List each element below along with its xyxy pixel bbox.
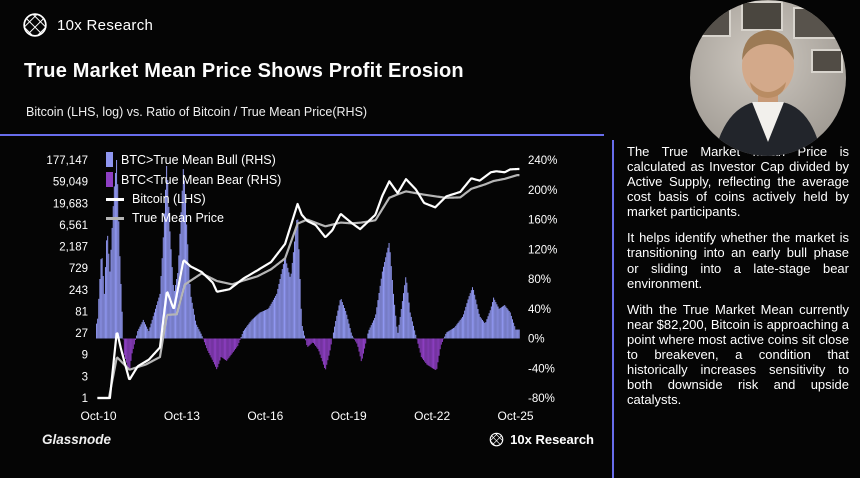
panel-divider-line <box>612 140 614 478</box>
commentary-panel: The True Market Mean Price is calculated… <box>627 144 849 418</box>
right-axis-tick: 240% <box>528 155 557 167</box>
x-axis-tick: Oct-19 <box>331 409 367 423</box>
10x-research-logo-icon <box>23 13 47 37</box>
x-axis-tick: Oct-10 <box>80 409 116 423</box>
right-axis-tick: 200% <box>528 185 557 197</box>
left-axis-tick: 177,147 <box>46 155 88 167</box>
x-axis-tick: Oct-13 <box>164 409 200 423</box>
data-source-label: Glassnode <box>42 432 112 447</box>
left-axis-tick: 59,049 <box>53 177 88 189</box>
x-axis-tick: Oct-25 <box>498 409 534 423</box>
title-divider-line <box>0 134 604 136</box>
page-subtitle: Bitcoin (LHS, log) vs. Ratio of Bitcoin … <box>26 105 368 119</box>
x-axis-tick: Oct-22 <box>414 409 450 423</box>
left-axis-tick: 2,187 <box>59 242 88 254</box>
x-axis-tick: Oct-16 <box>247 409 283 423</box>
bitcoin-price-line <box>97 167 520 400</box>
right-axis-tick: 40% <box>528 304 551 316</box>
brand-header: 10x Research <box>22 12 153 38</box>
left-axis-tick: 81 <box>75 306 88 318</box>
footer-brand: 10x Research <box>489 432 594 447</box>
left-axis-tick: 1 <box>82 393 88 405</box>
10x-research-logo-icon <box>489 432 504 447</box>
commentary-paragraph-1: The True Market Mean Price is calculated… <box>627 144 849 220</box>
left-axis-tick: 9 <box>82 350 88 362</box>
price-ratio-chart: 177,147 59,049 19,683 6,561 2,187 729 243 81 27 9… <box>46 155 557 423</box>
right-axis-tick: -40% <box>528 363 555 375</box>
commentary-paragraph-3: With the True Market Mean currently near… <box>627 301 849 408</box>
left-axis-tick: 729 <box>69 263 88 275</box>
left-axis-tick: 19,683 <box>53 198 88 210</box>
webcam-video <box>690 0 846 156</box>
chart-area: 177,147 59,049 19,683 6,561 2,187 729 243 81 27 9… <box>22 146 600 447</box>
true-mean-price-line <box>97 174 520 400</box>
presenter-portrait <box>690 0 846 156</box>
left-axis-tick: 3 <box>82 371 88 383</box>
footer-brand-name: 10x Research <box>510 432 594 447</box>
brand-name: 10x Research <box>57 16 154 34</box>
commentary-paragraph-2: It helps identify whether the market is … <box>627 230 849 291</box>
right-axis-tick: 80% <box>528 274 551 286</box>
right-axis-tick: 120% <box>528 244 557 256</box>
ratio-bars <box>96 160 520 371</box>
chart-footer: Glassnode 10x Research <box>22 430 600 447</box>
left-axis-tick: 27 <box>75 328 88 340</box>
right-axis-tick: 0% <box>528 334 545 346</box>
right-axis-tick: 160% <box>528 215 557 227</box>
right-axis-tick: -80% <box>528 393 555 405</box>
left-axis-tick: 243 <box>69 285 88 297</box>
page-title: True Market Mean Price Shows Profit Eros… <box>24 60 464 82</box>
left-axis-tick: 6,561 <box>59 220 88 232</box>
